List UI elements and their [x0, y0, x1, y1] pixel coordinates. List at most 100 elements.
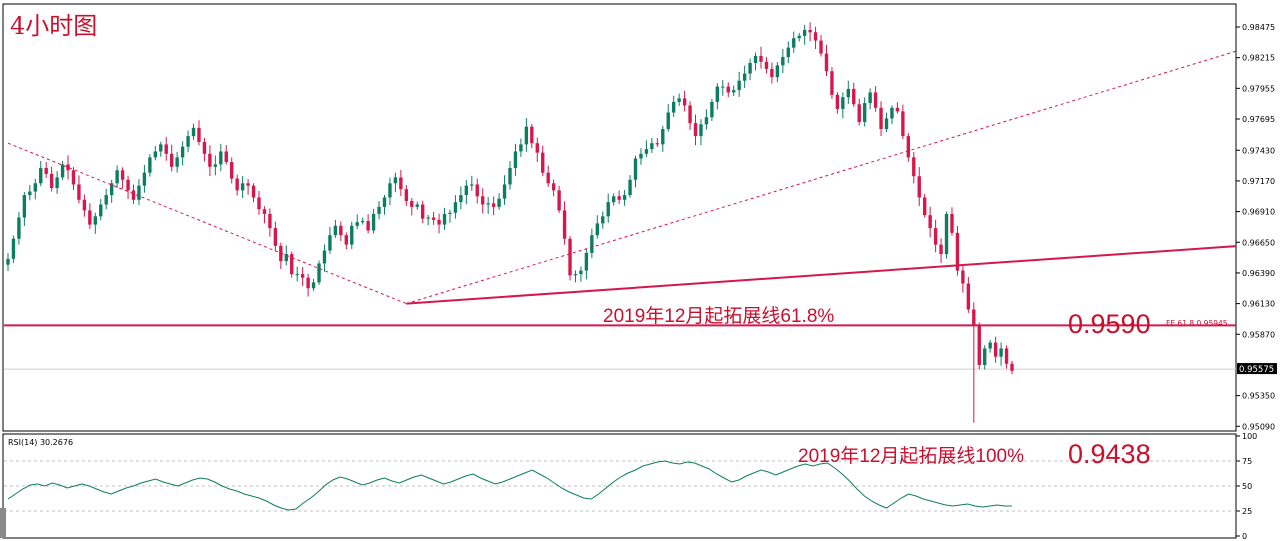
candle: [159, 141, 163, 157]
candle: [486, 197, 490, 214]
candle: [611, 193, 616, 206]
candle: [104, 188, 108, 210]
candle: [399, 169, 403, 197]
candle: [39, 160, 43, 187]
candle: [884, 112, 889, 133]
candle: [17, 212, 21, 245]
candle: [988, 339, 992, 353]
candle: [49, 166, 54, 192]
candle: [475, 178, 479, 204]
candle: [448, 209, 452, 223]
candle: [573, 270, 578, 283]
candle: [240, 176, 245, 198]
candle: [377, 201, 381, 220]
candle: [388, 177, 392, 206]
candle: [808, 22, 812, 42]
candle: [431, 212, 436, 225]
candle: [393, 172, 398, 193]
candle: [873, 86, 878, 112]
candle: [726, 82, 730, 98]
trendline-2[interactable]: [406, 245, 1237, 305]
candle: [186, 130, 190, 153]
rsi-panel[interactable]: [2, 433, 1237, 539]
candle: [813, 26, 818, 50]
candle: [895, 102, 900, 114]
candle: [164, 137, 168, 161]
price-tick-label: 0.97430: [1242, 146, 1275, 155]
price-axis: 0.98475 0.98215 0.97955 0.97695 0.97430 0.971…: [1236, 23, 1275, 431]
candle: [355, 214, 359, 230]
price-tick-label: 0.98215: [1242, 54, 1275, 63]
candle: [508, 160, 512, 190]
candle: [180, 141, 185, 166]
candle: [295, 266, 299, 282]
candle: [628, 175, 632, 198]
candle: [835, 92, 840, 114]
price-tick-label: 0.96650: [1242, 238, 1275, 247]
candle: [682, 90, 687, 112]
candle: [290, 251, 294, 278]
candle: [453, 195, 458, 219]
candle: [519, 138, 523, 157]
candle: [22, 192, 27, 227]
candle: [862, 97, 867, 127]
candle: [246, 179, 250, 195]
candle: [142, 164, 147, 193]
candle: [590, 228, 594, 259]
candle: [846, 80, 850, 104]
candle: [650, 137, 654, 154]
candle: [737, 71, 741, 97]
candle: [350, 221, 354, 250]
candle: [251, 183, 256, 203]
candle: [213, 155, 218, 176]
candle: [99, 199, 103, 221]
rsi-tick-label: 100: [1242, 432, 1257, 441]
candle: [153, 145, 158, 161]
scroll-handle[interactable]: [0, 508, 6, 538]
candle: [333, 219, 338, 238]
candle: [781, 48, 785, 73]
rsi-tick-label: 25: [1242, 507, 1252, 516]
candle: [928, 206, 932, 238]
candle: [170, 144, 174, 172]
candle: [524, 118, 529, 152]
trendline-1[interactable]: [406, 50, 1237, 305]
candle: [191, 123, 196, 141]
candle: [11, 235, 16, 263]
candle: [437, 213, 441, 234]
candle: [497, 193, 501, 210]
candle: [688, 101, 692, 130]
candle: [601, 211, 605, 229]
price-tick-label: 0.97695: [1242, 115, 1275, 124]
candle: [819, 35, 823, 57]
candle: [93, 212, 97, 234]
candle: [595, 215, 599, 239]
price-tick-label: 0.95870: [1242, 330, 1275, 339]
candle: [999, 342, 1003, 366]
candle: [224, 145, 228, 165]
candle: [933, 219, 938, 253]
horizontal-levels: [4, 324, 1236, 370]
candle: [644, 140, 649, 157]
candle: [82, 194, 87, 217]
candle: [983, 345, 987, 370]
candle: [579, 266, 583, 282]
candle: [797, 32, 801, 42]
candle: [322, 244, 327, 272]
rsi-title: RSI(14) 30.2676: [8, 438, 73, 447]
candle: [857, 98, 861, 126]
candle: [824, 44, 829, 77]
candle: [491, 196, 496, 216]
candle: [235, 174, 239, 196]
candle: [262, 206, 267, 224]
last-price-marker: 0.95575: [1237, 363, 1277, 375]
candle: [470, 175, 474, 191]
candle: [6, 252, 10, 272]
candle: [693, 114, 698, 146]
candle: [219, 143, 223, 172]
candle: [775, 62, 780, 83]
candle: [360, 217, 365, 225]
candle: [759, 46, 763, 69]
main-price-panel[interactable]: [2, 3, 1237, 432]
candle: [852, 82, 856, 107]
